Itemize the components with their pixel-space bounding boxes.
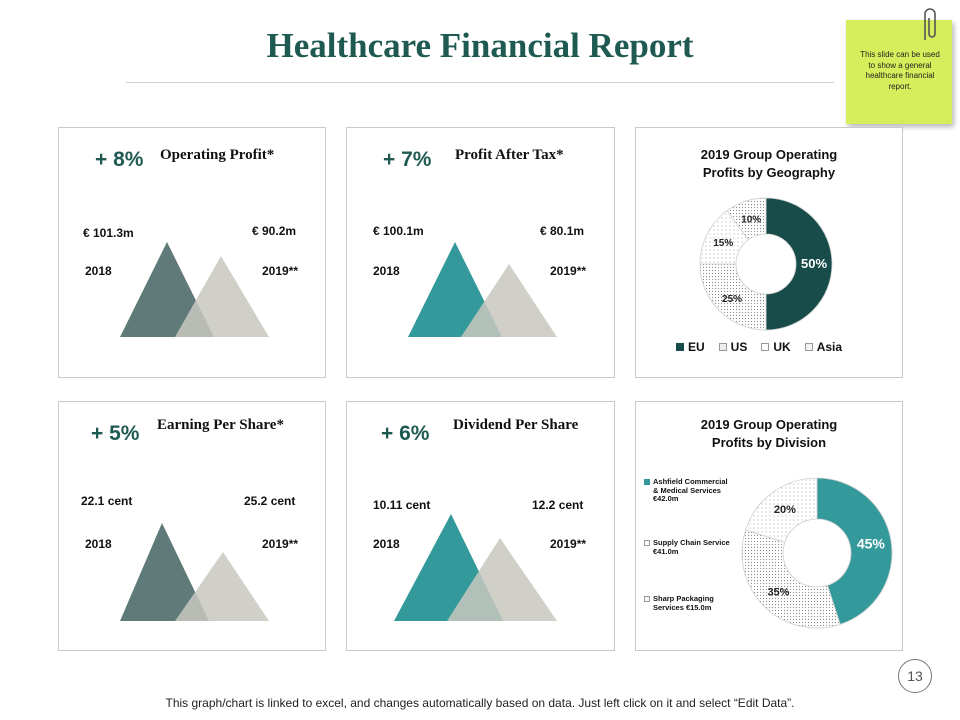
metric-value-2019: € 80.1m — [540, 224, 585, 238]
metric-title: Dividend Per Share — [453, 417, 579, 433]
donut-title-line1: 2019 Group Operating — [700, 147, 838, 162]
donut-data-label: 10% — [741, 214, 761, 225]
mountain-chart — [120, 523, 269, 621]
donut-data-label: 20% — [774, 504, 796, 516]
mountain-chart — [408, 242, 557, 337]
legend-item-asia: Asia — [804, 340, 843, 354]
metric-value-2018: € 100.1m — [373, 224, 424, 238]
sticky-note: This slide can be used to show a general… — [846, 20, 952, 124]
donut-title-line1: 2019 Group Operating — [700, 417, 838, 432]
mountain-2019 — [175, 552, 269, 621]
metric-card-earning-per-share: + 5% Earning Per Share* 22.1 cent 25.2 c… — [58, 401, 326, 651]
metric-year-2019: 2019** — [262, 264, 299, 278]
metric-value-2019: 25.2 cent — [244, 494, 296, 508]
mountain-2019 — [175, 256, 269, 337]
donut-card-geography: 2019 Group Operating Profits by Geograph… — [635, 127, 903, 378]
donut-data-label: 25% — [722, 294, 742, 305]
metric-value-2018: 10.11 cent — [373, 498, 431, 512]
legend-line: Ashfield Commercial — [653, 477, 728, 486]
metric-card-profit-after-tax: + 7% Profit After Tax* € 100.1m € 80.1m … — [346, 127, 615, 378]
footer-note: This graph/chart is linked to excel, and… — [165, 696, 795, 710]
mountain-chart — [120, 242, 269, 337]
metric-year-2018: 2018 — [85, 537, 112, 551]
legend-item-uk: UK — [761, 340, 791, 354]
donut-data-label: 45% — [857, 535, 886, 551]
metric-value-2019: € 90.2m — [252, 224, 297, 238]
metric-year-2019: 2019** — [550, 537, 587, 551]
legend-item-sharp-packaging: Sharp Packaging Services €15.0m — [644, 594, 744, 612]
legend-swatch-uk — [761, 343, 770, 351]
metric-value-2019: 12.2 cent — [532, 498, 584, 512]
legend-label: US — [730, 340, 748, 354]
mountain-chart — [394, 514, 557, 621]
mountain-2019 — [461, 264, 557, 337]
donut-title-line2: Profits by Geography — [702, 165, 836, 180]
legend-item-ashfield: Ashfield Commercial & Medical Services €… — [644, 477, 744, 504]
donut-title: 2019 Group Operating Profits by Geograph… — [636, 146, 902, 182]
donut-data-label: 35% — [767, 587, 789, 599]
legend-label: UK — [773, 340, 791, 354]
metric-change: + 7% — [383, 148, 432, 171]
donut-slice-1 — [741, 529, 841, 629]
paperclip-icon — [924, 8, 936, 40]
title-divider — [126, 82, 834, 83]
legend-line: Sharp Packaging — [653, 594, 714, 603]
donut-slice-2 — [745, 477, 818, 543]
legend-item-eu: EU — [676, 340, 705, 354]
legend-item-supply-chain: Supply Chain Service €41.0m — [644, 538, 744, 556]
page-title: Healthcare Financial Report — [266, 26, 694, 65]
metric-value-2018: 22.1 cent — [81, 494, 133, 508]
legend-item-us: US — [718, 340, 748, 354]
metric-change: + 8% — [95, 148, 144, 171]
metric-card-dividend-per-share: + 6% Dividend Per Share 10.11 cent 12.2 … — [346, 401, 615, 651]
legend-line: Services €15.0m — [653, 602, 712, 612]
metric-title: Operating Profit* — [160, 147, 275, 163]
metric-change: + 6% — [381, 422, 430, 445]
legend-swatch-eu — [676, 343, 684, 351]
legend-line: & Medical Services — [653, 485, 721, 495]
donut-chart-geography: 50% 25% 15% 10% — [699, 197, 833, 331]
legend-label: Asia — [816, 340, 843, 354]
metric-card-operating-profit: + 8% Operating Profit* € 101.3m € 90.2m … — [58, 127, 326, 378]
donut-title: 2019 Group Operating Profits by Division — [636, 416, 902, 452]
legend-line: Supply Chain Service — [653, 538, 730, 547]
legend-swatch — [644, 479, 650, 485]
donut-data-label: 50% — [801, 256, 827, 271]
legend-swatch-asia — [804, 343, 813, 351]
donut-chart-division: 45% 35% 20% — [741, 477, 893, 629]
donut-title-line2: Profits by Division — [711, 435, 827, 450]
sticky-note-text: This slide can be used to show a general… — [860, 50, 940, 91]
legend-line: €41.0m — [653, 546, 679, 556]
metric-value-2018: € 101.3m — [83, 226, 134, 240]
legend-line: €42.0m — [653, 494, 679, 503]
metric-change: + 5% — [91, 422, 140, 445]
mountain-2018 — [120, 523, 209, 621]
slide-number: 13 — [898, 659, 932, 693]
legend-swatch-us — [718, 343, 727, 351]
metric-title: Earning Per Share* — [157, 417, 284, 433]
metric-year-2019: 2019** — [550, 264, 587, 278]
metric-title: Profit After Tax* — [455, 147, 564, 163]
donut-slice-3 — [726, 197, 767, 241]
legend-label: EU — [688, 340, 705, 354]
mountain-2019 — [447, 538, 557, 621]
metric-year-2019: 2019** — [262, 537, 299, 551]
metric-year-2018: 2018 — [85, 264, 112, 278]
donut-slice-1 — [699, 263, 767, 331]
donut-card-division: 2019 Group Operating Profits by Division… — [635, 401, 903, 651]
donut-legend: EU US UK Asia — [676, 340, 842, 354]
metric-year-2018: 2018 — [373, 537, 400, 551]
legend-swatch — [644, 596, 650, 602]
donut-slice-0 — [765, 197, 833, 331]
donut-slice-0 — [816, 477, 893, 625]
metric-year-2018: 2018 — [373, 264, 400, 278]
legend-swatch — [644, 540, 650, 546]
donut-data-label: 15% — [713, 238, 733, 249]
